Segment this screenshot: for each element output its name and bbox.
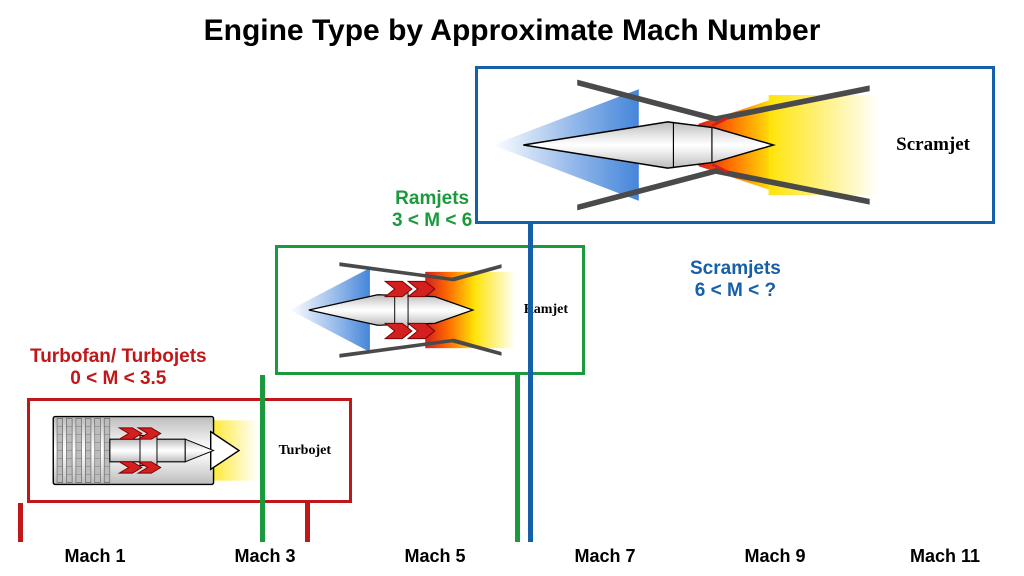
axis-tick: Mach 3 (220, 546, 310, 567)
page-title: Engine Type by Approximate Mach Number (0, 14, 1024, 48)
ramjet-caption: Ramjets 3 < M < 6 (392, 188, 472, 232)
turbojet-inner-label: Turbojet (279, 443, 331, 459)
turbojet-box: Turbojet (27, 398, 352, 503)
axis-tick: Mach 1 (50, 546, 140, 567)
range-line (305, 503, 310, 542)
axis-tick: Mach 9 (730, 546, 820, 567)
range-line (515, 375, 520, 542)
axis-tick: Mach 11 (900, 546, 990, 567)
range-line (528, 224, 533, 542)
ramjet-box: Ramjet (275, 245, 585, 375)
range-line (18, 503, 23, 542)
range-line (260, 375, 265, 542)
scramjet-box: Scramjet (475, 66, 995, 224)
axis-tick: Mach 5 (390, 546, 480, 567)
axis-tick: Mach 7 (560, 546, 650, 567)
scramjet-caption: Scramjets 6 < M < ? (690, 258, 781, 302)
title-text: Engine Type by Approximate Mach Number (204, 14, 821, 47)
turbojet-caption: Turbofan/ Turbojets 0 < M < 3.5 (30, 346, 207, 390)
scramjet-inner-label: Scramjet (896, 134, 970, 156)
